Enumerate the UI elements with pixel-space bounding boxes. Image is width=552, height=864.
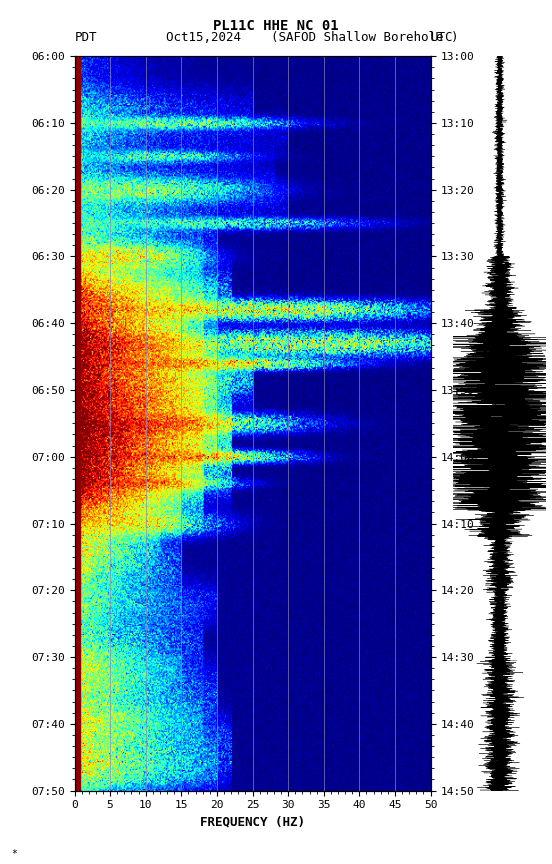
Text: *: * bbox=[11, 849, 17, 859]
Bar bbox=[73, 56, 79, 791]
X-axis label: FREQUENCY (HZ): FREQUENCY (HZ) bbox=[200, 816, 305, 829]
Text: Oct15,2024    (SAFOD Shallow Borehole ): Oct15,2024 (SAFOD Shallow Borehole ) bbox=[166, 31, 458, 44]
Text: UTC: UTC bbox=[431, 31, 453, 44]
Text: PDT: PDT bbox=[75, 31, 97, 44]
Text: PL11C HHE NC 01: PL11C HHE NC 01 bbox=[213, 19, 339, 33]
